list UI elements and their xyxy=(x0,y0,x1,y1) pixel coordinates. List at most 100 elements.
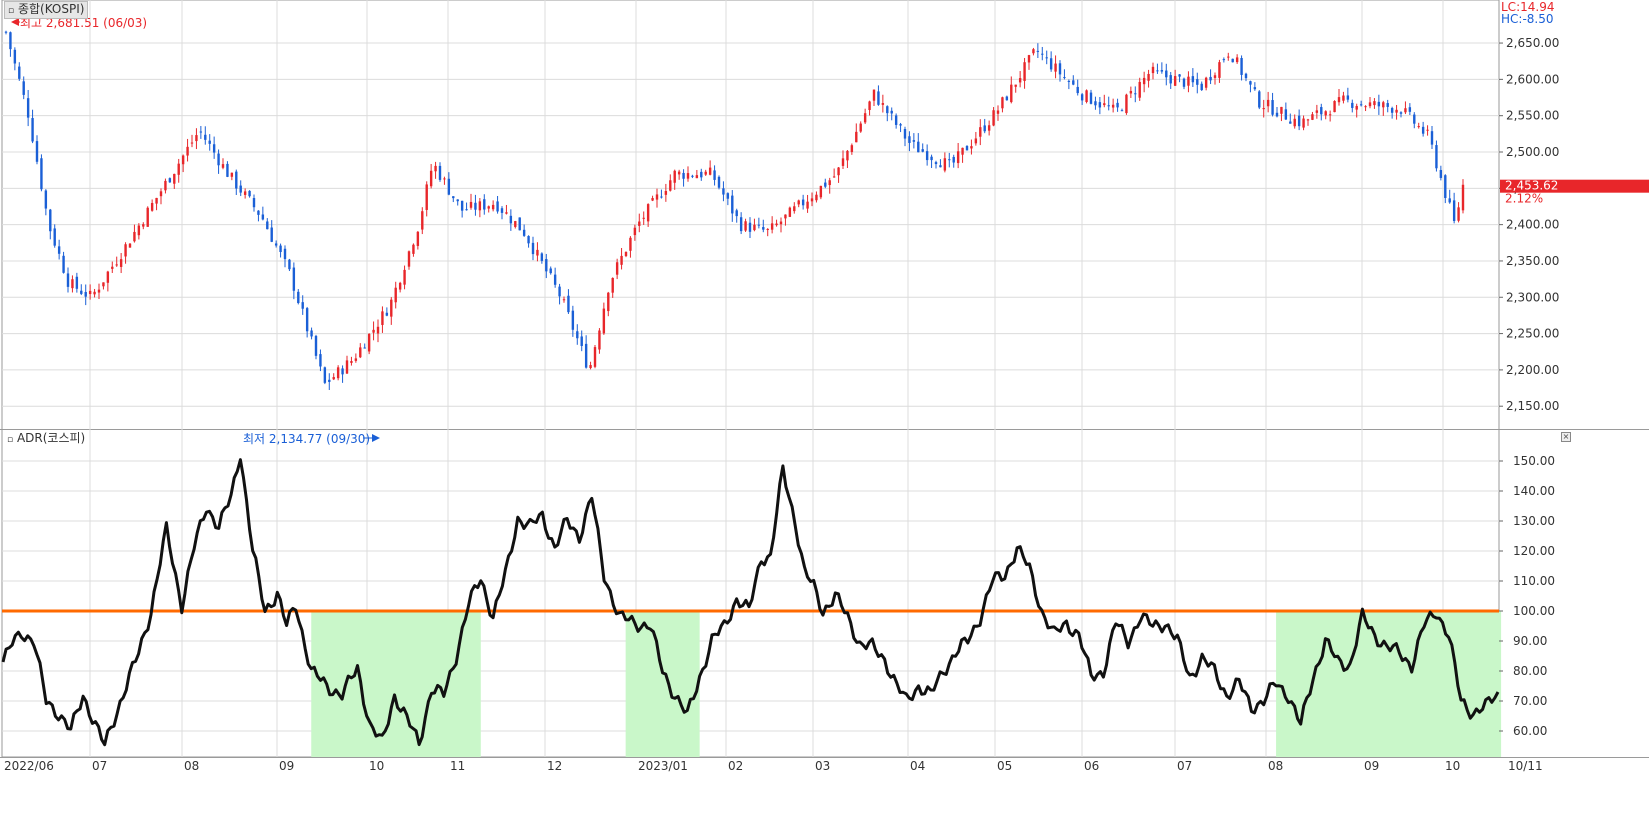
candle-body xyxy=(1142,77,1146,85)
x-tick-label: 04 xyxy=(910,759,925,773)
candle-body xyxy=(394,287,397,303)
candle-body xyxy=(1320,107,1323,115)
x-tick-label: 2023/01 xyxy=(638,759,688,773)
top-panel-title[interactable]: ▫ 종합(KOSPI) xyxy=(4,1,89,19)
candle-body xyxy=(917,141,920,153)
candle-body xyxy=(279,245,282,253)
close-icon[interactable]: × xyxy=(1561,432,1571,442)
candle-body xyxy=(1328,114,1332,116)
candle-body xyxy=(310,330,313,337)
candle-body xyxy=(345,360,349,374)
candle-body xyxy=(514,221,517,227)
top-y-tick-label: 2,650.00 xyxy=(1506,36,1559,50)
candle-body xyxy=(1160,70,1164,72)
lc-readout: LC:14.94 xyxy=(1501,1,1554,13)
candle-body xyxy=(996,110,1000,114)
top-y-tick-label: 2,600.00 xyxy=(1506,72,1559,86)
candle-body xyxy=(1426,129,1429,131)
candle-body xyxy=(328,379,331,382)
candle-body xyxy=(1289,121,1292,124)
candle-body xyxy=(1147,73,1150,81)
candle-body xyxy=(1342,95,1345,101)
candle-body xyxy=(930,156,933,161)
candle-body xyxy=(443,178,446,180)
candle-body xyxy=(1235,57,1239,63)
candle-body xyxy=(757,224,761,226)
candle-body xyxy=(1284,109,1288,120)
candle-body xyxy=(106,271,110,283)
candle-body xyxy=(133,231,136,242)
candle-body xyxy=(84,291,87,297)
candle-body xyxy=(1001,97,1004,109)
bottom-panel-title[interactable]: ▫ ADR(코스피) xyxy=(4,431,88,447)
candle-body xyxy=(146,207,149,227)
candle-body xyxy=(469,201,473,208)
plot-frame xyxy=(1,0,1500,758)
candle-body xyxy=(478,201,482,211)
last-change-label: 2.12% xyxy=(1505,192,1543,206)
last-price-box xyxy=(1500,179,1649,193)
candle-body xyxy=(363,347,366,349)
candle-body xyxy=(359,347,362,358)
candle-body xyxy=(13,49,17,64)
candle-body xyxy=(731,195,734,214)
candle-body xyxy=(660,196,663,198)
candle-body xyxy=(26,98,30,118)
candle-body xyxy=(1430,131,1434,145)
candle-body xyxy=(505,212,508,214)
x-tick-label: 02 xyxy=(728,759,743,773)
candle-body xyxy=(1018,78,1022,83)
candle-body xyxy=(288,259,291,270)
candle-body xyxy=(793,206,796,212)
candle-body xyxy=(1227,56,1230,58)
candle-body xyxy=(350,361,353,363)
candle-body xyxy=(323,367,327,383)
candle-body xyxy=(607,292,610,312)
candle-body xyxy=(549,268,552,274)
candle-body xyxy=(44,190,48,209)
candle-body xyxy=(266,221,269,230)
shaded-zones xyxy=(311,611,1502,757)
candle-body xyxy=(1399,112,1403,114)
candle-body xyxy=(217,153,220,166)
candle-body xyxy=(274,243,278,246)
candle-body xyxy=(1067,80,1071,82)
candle-body xyxy=(1196,79,1199,85)
candle-body xyxy=(1045,57,1048,59)
candle-body xyxy=(872,89,876,101)
candle-body xyxy=(912,140,916,142)
candle-body xyxy=(903,129,907,139)
candle-body xyxy=(1023,62,1026,81)
candle-body xyxy=(806,201,809,209)
candle-body xyxy=(1200,83,1203,91)
candle-body xyxy=(837,167,840,176)
candle-body xyxy=(1027,55,1031,63)
oversold-zone xyxy=(625,611,700,757)
low-arrow-icon xyxy=(372,434,380,442)
candle-body xyxy=(948,159,951,161)
candle-body xyxy=(142,224,145,227)
candle-body xyxy=(859,123,862,132)
low-annotation: 최저 2,134.77 (09/30) xyxy=(243,432,370,446)
candle-body xyxy=(1266,99,1270,107)
candle-body xyxy=(1351,102,1354,108)
candle-body xyxy=(465,209,468,211)
candle-body xyxy=(522,229,526,236)
candle-body xyxy=(886,106,889,114)
candle-body xyxy=(1390,108,1394,113)
candle-body xyxy=(961,147,964,155)
candle-body xyxy=(372,329,375,333)
candle-body xyxy=(509,215,513,224)
candle-body xyxy=(682,172,685,179)
candle-body xyxy=(801,199,805,206)
candle-body xyxy=(226,163,229,177)
candle-body xyxy=(1461,184,1465,211)
candle-body xyxy=(452,196,455,199)
candle-body xyxy=(447,178,451,195)
candle-body xyxy=(31,118,34,142)
top-panel-title-text: 종합(KOSPI) xyxy=(17,2,85,16)
candle-body xyxy=(305,308,309,332)
candle-body xyxy=(1125,94,1128,114)
candle-body xyxy=(297,291,300,304)
